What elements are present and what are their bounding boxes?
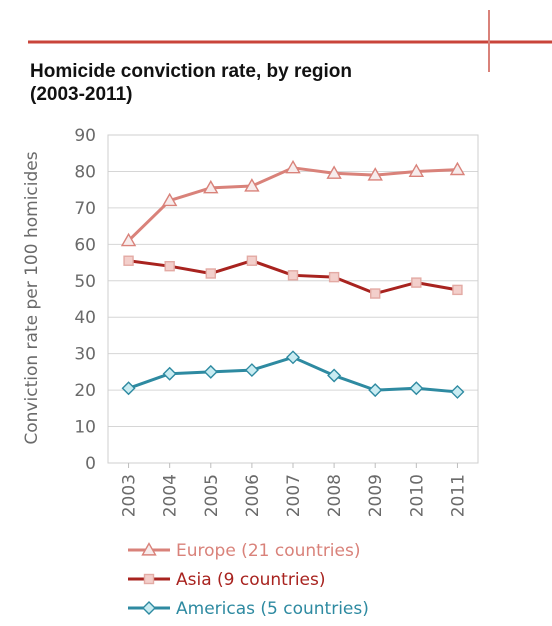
data-point bbox=[285, 159, 301, 174]
grid bbox=[107, 134, 479, 468]
data-point bbox=[203, 364, 218, 379]
data-point bbox=[450, 384, 465, 399]
data-point bbox=[452, 284, 463, 296]
x-tick-label: 2011 bbox=[448, 474, 468, 517]
plot-frame bbox=[107, 134, 479, 464]
x-tick-label: 2008 bbox=[325, 474, 345, 517]
legend-marker bbox=[141, 542, 157, 556]
x-tick-label: 2010 bbox=[407, 474, 427, 517]
data-point bbox=[161, 192, 178, 207]
data-point bbox=[244, 178, 260, 192]
data-point bbox=[328, 271, 340, 283]
data-point bbox=[409, 381, 424, 396]
x-tick-label: 2007 bbox=[284, 474, 304, 517]
x-tick-label: 2006 bbox=[243, 474, 263, 517]
data-point bbox=[411, 277, 422, 288]
x-tick-labels: 2003 2004 2005 2006 2007 2008 2009 2010 2011 bbox=[120, 474, 469, 517]
series-1 bbox=[123, 255, 463, 299]
legend-entry: Americas (5 countries) bbox=[128, 599, 369, 619]
y-tick-label: 40 bbox=[74, 308, 96, 328]
x-tick-label: 2004 bbox=[161, 474, 181, 517]
legend-label: Asia (9 countries) bbox=[176, 570, 326, 590]
chart-title-line-1: Homicide conviction rate, by region bbox=[30, 61, 352, 82]
y-tick-label: 90 bbox=[74, 126, 96, 146]
y-tick-label: 80 bbox=[74, 162, 96, 182]
data-point bbox=[203, 179, 219, 194]
data-point bbox=[408, 163, 425, 178]
data-point bbox=[205, 268, 216, 279]
legend-marker bbox=[143, 573, 155, 585]
x-tick-label: 2005 bbox=[202, 474, 222, 517]
legend-label: Americas (5 countries) bbox=[176, 599, 369, 619]
data-point bbox=[449, 161, 466, 176]
legend-label: Europe (21 countries) bbox=[176, 541, 360, 561]
chart-title-line-2: (2003-2011) bbox=[30, 84, 132, 105]
data-point bbox=[287, 270, 299, 281]
header-decoration bbox=[28, 10, 552, 72]
legend-entry: Asia (9 countries) bbox=[128, 570, 326, 590]
y-tick-label: 30 bbox=[74, 345, 96, 365]
legend: Europe (21 countries) Asia (9 countries) A… bbox=[128, 541, 369, 619]
data-point bbox=[327, 368, 342, 383]
series-2 bbox=[121, 350, 465, 399]
y-tick-label: 60 bbox=[74, 235, 96, 255]
data-point bbox=[367, 167, 383, 181]
data-point bbox=[164, 261, 175, 272]
series bbox=[120, 159, 466, 399]
data-point bbox=[246, 255, 258, 266]
data-point bbox=[326, 165, 342, 179]
data-point bbox=[121, 381, 136, 396]
data-point bbox=[370, 288, 381, 299]
series-0 bbox=[120, 159, 466, 247]
data-point bbox=[162, 366, 177, 381]
series-line bbox=[127, 166, 458, 242]
y-tick-label: 20 bbox=[74, 381, 96, 401]
data-point bbox=[244, 363, 259, 378]
y-tick-label: 70 bbox=[74, 199, 96, 219]
y-tick-label: 0 bbox=[85, 454, 96, 474]
data-point bbox=[120, 232, 137, 247]
legend-entry: Europe (21 countries) bbox=[128, 541, 360, 561]
y-tick-labels: 0 10 20 30 40 50 60 70 80 90 bbox=[74, 126, 96, 474]
x-tick-label: 2003 bbox=[120, 474, 140, 517]
legend-marker bbox=[142, 601, 156, 615]
data-point bbox=[368, 383, 383, 398]
y-axis-title: Conviction rate per 100 homicides bbox=[22, 151, 42, 444]
x-tick-label: 2009 bbox=[366, 474, 386, 517]
data-point bbox=[123, 255, 134, 266]
y-tick-label: 10 bbox=[74, 418, 96, 438]
y-tick-label: 50 bbox=[74, 272, 96, 292]
data-point bbox=[286, 350, 300, 365]
